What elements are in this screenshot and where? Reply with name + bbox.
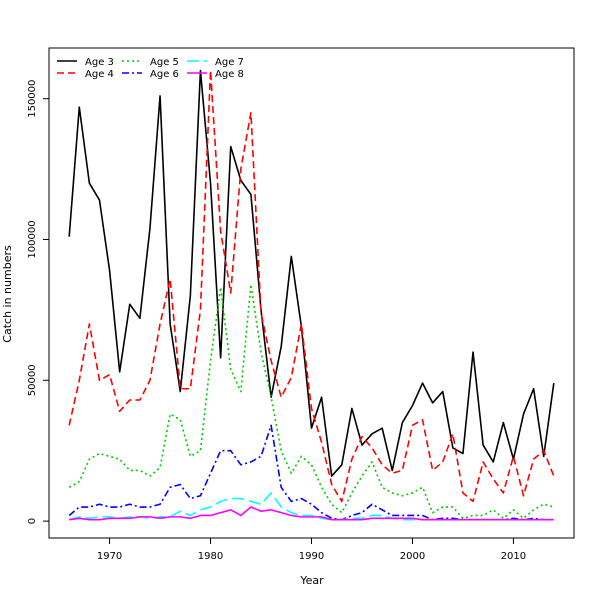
x-tick-label: 2010 — [501, 551, 526, 562]
series-line-age-5 — [68, 283, 555, 520]
y-tick-label: 100000 — [27, 220, 38, 258]
legend-label: Age 7 — [215, 57, 244, 68]
y-tick-label: 50000 — [27, 364, 38, 396]
legend-label: Age 5 — [150, 57, 179, 68]
legend-label: Age 3 — [85, 57, 114, 68]
y-tick-label: 0 — [27, 518, 38, 524]
legend-label: Age 8 — [215, 69, 244, 80]
x-tick-label: 1970 — [97, 551, 122, 562]
x-tick-label: 2000 — [400, 551, 425, 562]
series-line-age-3 — [68, 69, 555, 477]
legend-label: Age 6 — [150, 69, 179, 80]
y-tick-label: 150000 — [27, 80, 38, 118]
axes: 1970 1980 1990 2000 2010 0 50000 100000 150000 — [27, 47, 575, 562]
x-tick-label: 1990 — [299, 551, 324, 562]
plot-area — [68, 69, 555, 521]
x-axis-label: Year — [299, 574, 324, 587]
x-tick-label: 1980 — [198, 551, 223, 562]
series-line-age-8 — [69, 506, 554, 521]
series-line-age-4 — [68, 69, 555, 503]
y-axis-label: Catch in numbers — [1, 245, 14, 343]
plot-frame — [48, 47, 575, 539]
legend-label: Age 4 — [85, 69, 114, 80]
